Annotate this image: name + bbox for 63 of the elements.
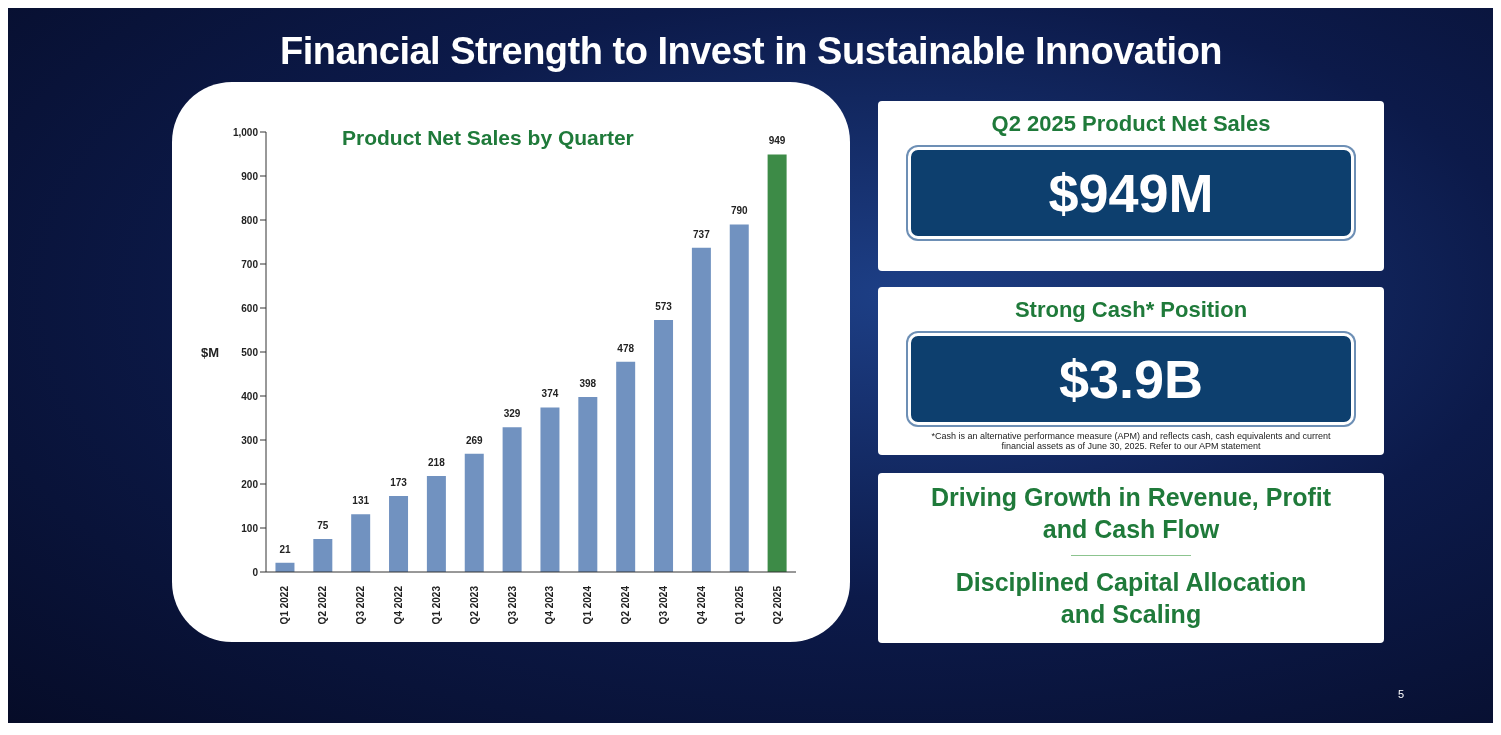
bar — [313, 539, 333, 572]
x-tick-label: Q4 2024 — [695, 585, 707, 625]
y-tick-label: 200 — [241, 478, 259, 490]
data-label: 75 — [317, 520, 329, 531]
text: *Cash is an alternative performance measure (APM) and reflects cash, cash equivalents and current financial assets as of June 30, 2025. Refer to our APM statement — [930, 431, 1332, 451]
y-tick-label: 300 — [241, 434, 259, 446]
bar — [729, 224, 749, 572]
bar — [654, 319, 674, 572]
data-label: 218 — [428, 457, 446, 469]
text: Driving Growth in Revenue, Profit and Cash Flow — [929, 482, 1332, 545]
bar — [426, 476, 446, 572]
data-label: 173 — [390, 476, 408, 488]
data-label: 790 — [730, 205, 749, 217]
y-tick-label: 600 — [241, 302, 259, 314]
y-axis-title: $M — [201, 344, 220, 360]
x-tick-label: Q4 2022 — [393, 585, 404, 625]
x-tick-label: Q2 2022 — [317, 585, 329, 625]
data-label: 374 — [541, 388, 559, 400]
data-label: 269 — [465, 434, 484, 446]
bar — [464, 453, 484, 572]
bar — [578, 396, 598, 572]
y-tick-label: 400 — [241, 390, 259, 402]
text: Disciplined Capital Allocation and Scaling — [954, 567, 1308, 630]
data-label: 131 — [352, 495, 370, 507]
data-label: 573 — [655, 300, 673, 312]
y-tick-label: 500 — [241, 346, 259, 358]
bar — [691, 247, 711, 572]
y-tick-label: 0 — [252, 566, 259, 578]
bar — [616, 361, 636, 572]
bar — [351, 514, 371, 572]
text: Financial Strength to Invest in Sustainable Innovation — [278, 30, 1224, 73]
bar — [389, 495, 409, 572]
y-tick-label: 100 — [241, 522, 259, 534]
text: $949M — [908, 147, 1354, 239]
x-tick-label: Q2 2024 — [620, 585, 632, 625]
y-tick-label: 1,000 — [232, 126, 259, 138]
x-tick-label: Q3 2024 — [658, 585, 669, 625]
x-tick-label: Q1 2025 — [733, 585, 745, 625]
data-label: 478 — [617, 342, 635, 354]
x-tick-label: Q3 2022 — [355, 585, 367, 625]
chart-title: Product Net Sales by Quarter — [342, 126, 634, 150]
data-label: 737 — [693, 228, 711, 240]
x-tick-label: Q1 2023 — [430, 585, 442, 625]
x-tick-label: Q1 2024 — [582, 585, 594, 625]
text: 5 — [1398, 688, 1405, 700]
bar — [767, 154, 787, 572]
x-tick-label: Q2 2023 — [468, 585, 480, 625]
bar — [540, 407, 560, 572]
x-tick-label: Q1 2022 — [279, 585, 291, 625]
data-label: 949 — [768, 135, 786, 147]
text: Strong Cash* Position — [1013, 297, 1249, 323]
bar — [502, 427, 522, 572]
data-label: 398 — [579, 377, 597, 389]
y-tick-label: 800 — [241, 214, 259, 226]
x-tick-label: Q2 2025 — [771, 585, 783, 625]
y-tick-label: 900 — [241, 170, 259, 182]
data-label: 21 — [279, 543, 291, 555]
y-tick-label: 700 — [241, 258, 259, 270]
text: Q2 2025 Product Net Sales — [990, 111, 1272, 137]
x-tick-label: Q4 2023 — [544, 585, 556, 625]
text: $3.9B — [908, 333, 1354, 425]
x-tick-label: Q3 2023 — [506, 585, 518, 625]
data-label: 329 — [503, 408, 521, 420]
